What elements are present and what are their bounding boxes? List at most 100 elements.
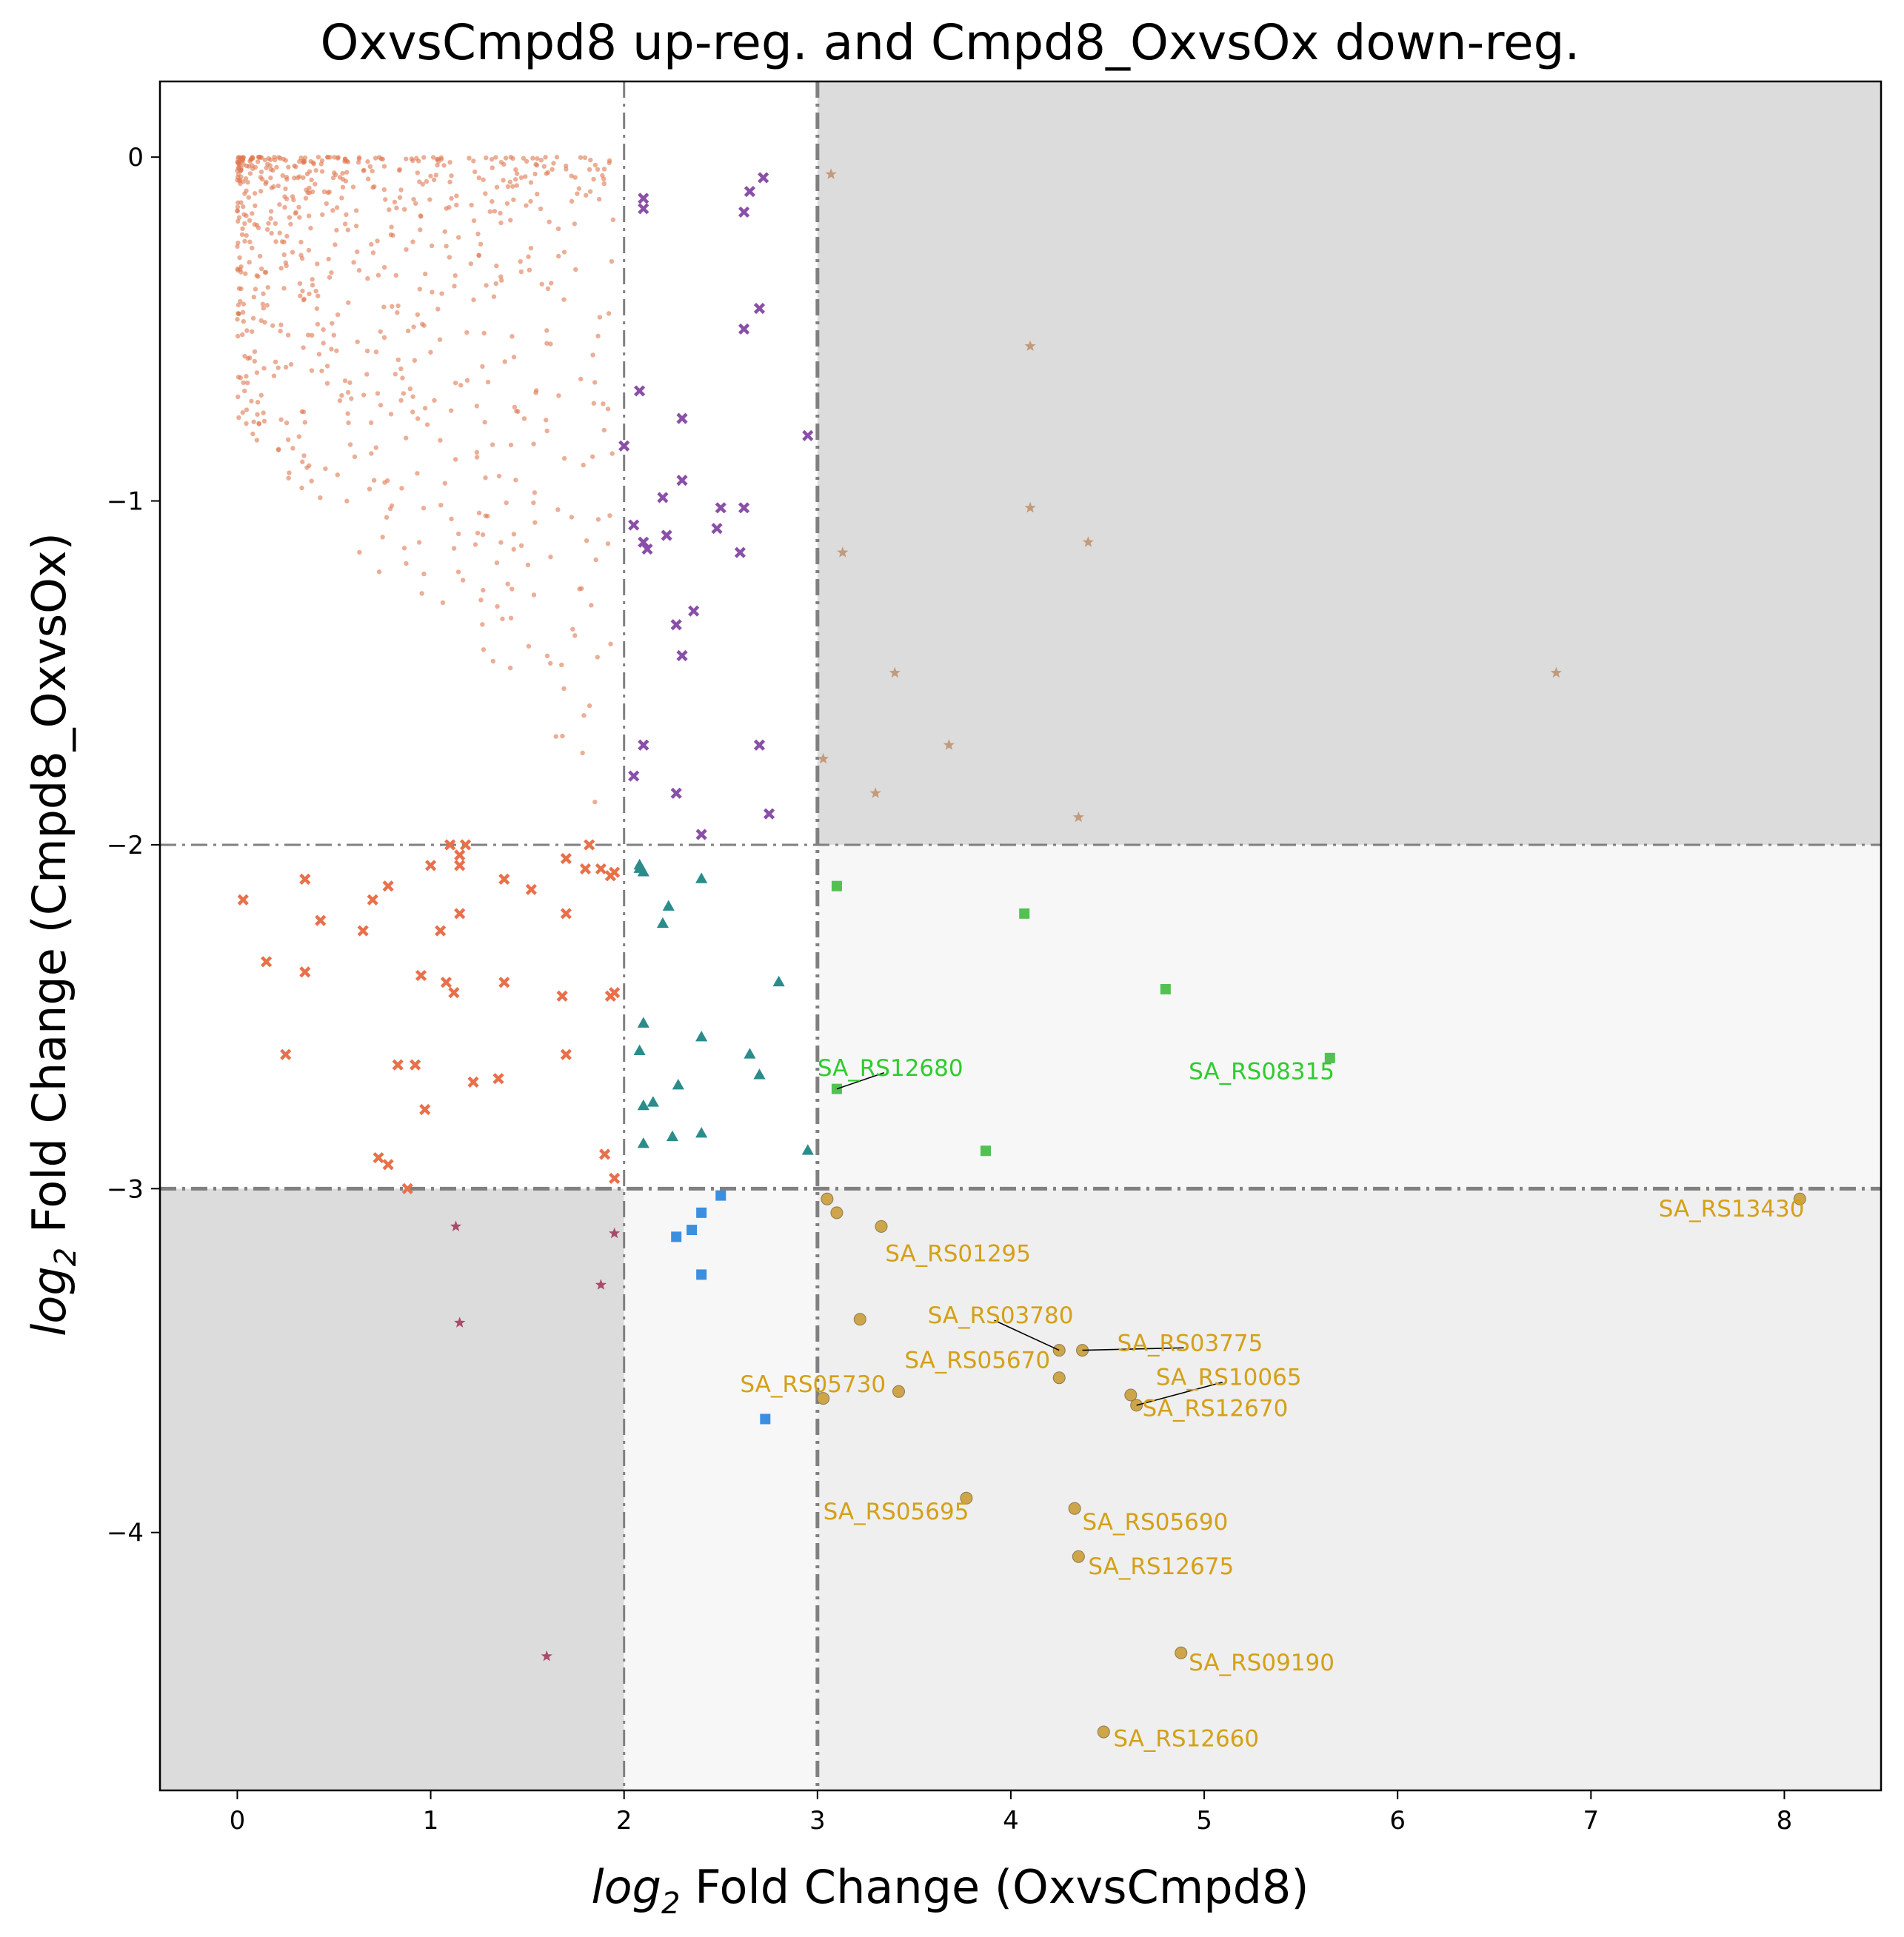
series-point-x (440, 977, 452, 988)
background-point (273, 157, 278, 163)
background-point (324, 201, 329, 207)
background-point (544, 171, 549, 176)
background-point (315, 293, 321, 298)
series-point-square (696, 1207, 707, 1218)
background-point (413, 201, 418, 206)
background-point (242, 238, 247, 244)
background-point (419, 591, 424, 596)
background-point (420, 181, 425, 187)
background-point (454, 193, 459, 198)
marker-stroke (688, 605, 700, 617)
annotation-leader (994, 1319, 1060, 1351)
background-point (319, 169, 325, 174)
marker-stroke (676, 412, 688, 424)
background-point (270, 167, 275, 173)
series-point-x (670, 619, 682, 631)
background-point (268, 209, 274, 214)
series-point-x (584, 839, 595, 851)
background-point (394, 205, 399, 211)
background-point (244, 328, 250, 333)
background-point (263, 270, 269, 275)
background-point (330, 175, 336, 181)
background-point (595, 517, 601, 522)
background-point (258, 318, 264, 324)
background-point (266, 155, 271, 161)
marker-stroke (444, 839, 456, 851)
background-point (410, 409, 415, 415)
background-point (510, 334, 515, 339)
background-point (241, 301, 247, 307)
background-point (471, 297, 476, 303)
background-point (538, 158, 544, 163)
background-point (589, 603, 594, 608)
background-point (420, 321, 425, 327)
background-point (296, 434, 302, 439)
x-axis-label: log2 Fold Change (OxvsCmpd8) (591, 1860, 1309, 1921)
background-point (290, 446, 295, 451)
marker-stroke (556, 990, 568, 1002)
marker-stroke (415, 969, 427, 981)
background-point (375, 272, 381, 278)
background-point (514, 171, 520, 176)
background-point (265, 284, 270, 290)
annotation-label: SA_RS05690 (1083, 1509, 1229, 1536)
background-point (421, 155, 427, 160)
background-point (494, 184, 500, 190)
background-point (326, 256, 331, 262)
y-tick-label: −4 (107, 1519, 144, 1548)
background-point (271, 373, 277, 378)
series-point-star (541, 1650, 552, 1662)
background-point (422, 406, 428, 411)
background-point (572, 175, 578, 180)
background-point (364, 348, 370, 354)
background-point (476, 175, 481, 181)
background-point (551, 161, 556, 166)
x-tick-label: 4 (1003, 1806, 1019, 1836)
series-point-x (448, 987, 460, 999)
background-point (258, 392, 264, 398)
background-point (324, 381, 330, 386)
background-point (411, 196, 416, 202)
background-point (441, 163, 447, 168)
background-point (315, 321, 321, 327)
background-point (415, 416, 421, 421)
background-point (508, 442, 514, 448)
series-points (237, 168, 1806, 1739)
background-point (449, 173, 454, 178)
background-point (304, 465, 310, 470)
background-point (238, 157, 244, 162)
background-point (250, 155, 255, 161)
background-point (264, 179, 269, 185)
background-point (455, 569, 461, 575)
series-point-circle (821, 1192, 834, 1205)
marker-stroke (382, 1159, 394, 1171)
annotation-label: SA_RS10065 (1156, 1365, 1302, 1391)
background-point (487, 209, 492, 214)
background-point (267, 163, 273, 168)
background-point (244, 213, 249, 218)
background-point (576, 186, 582, 191)
background-point (299, 255, 305, 261)
background-point (299, 485, 304, 491)
background-point (301, 159, 307, 164)
background-point (355, 160, 361, 165)
y-axis-label-log: log (22, 1266, 76, 1337)
background-point (258, 189, 264, 194)
annotation-leader (1136, 1381, 1223, 1406)
background-point (484, 283, 489, 288)
background-point (255, 159, 261, 164)
series-point-triangle (633, 1044, 646, 1055)
background-point (555, 226, 561, 232)
series-point-circle (1068, 1502, 1081, 1515)
background-point (244, 380, 250, 386)
background-point (344, 498, 350, 504)
background-point (241, 318, 247, 324)
background-point (434, 157, 440, 162)
background-point (518, 543, 524, 549)
background-point (401, 391, 407, 396)
background-point (410, 239, 415, 244)
background-point (556, 393, 561, 398)
background-point (335, 312, 341, 318)
background-point (480, 364, 485, 369)
